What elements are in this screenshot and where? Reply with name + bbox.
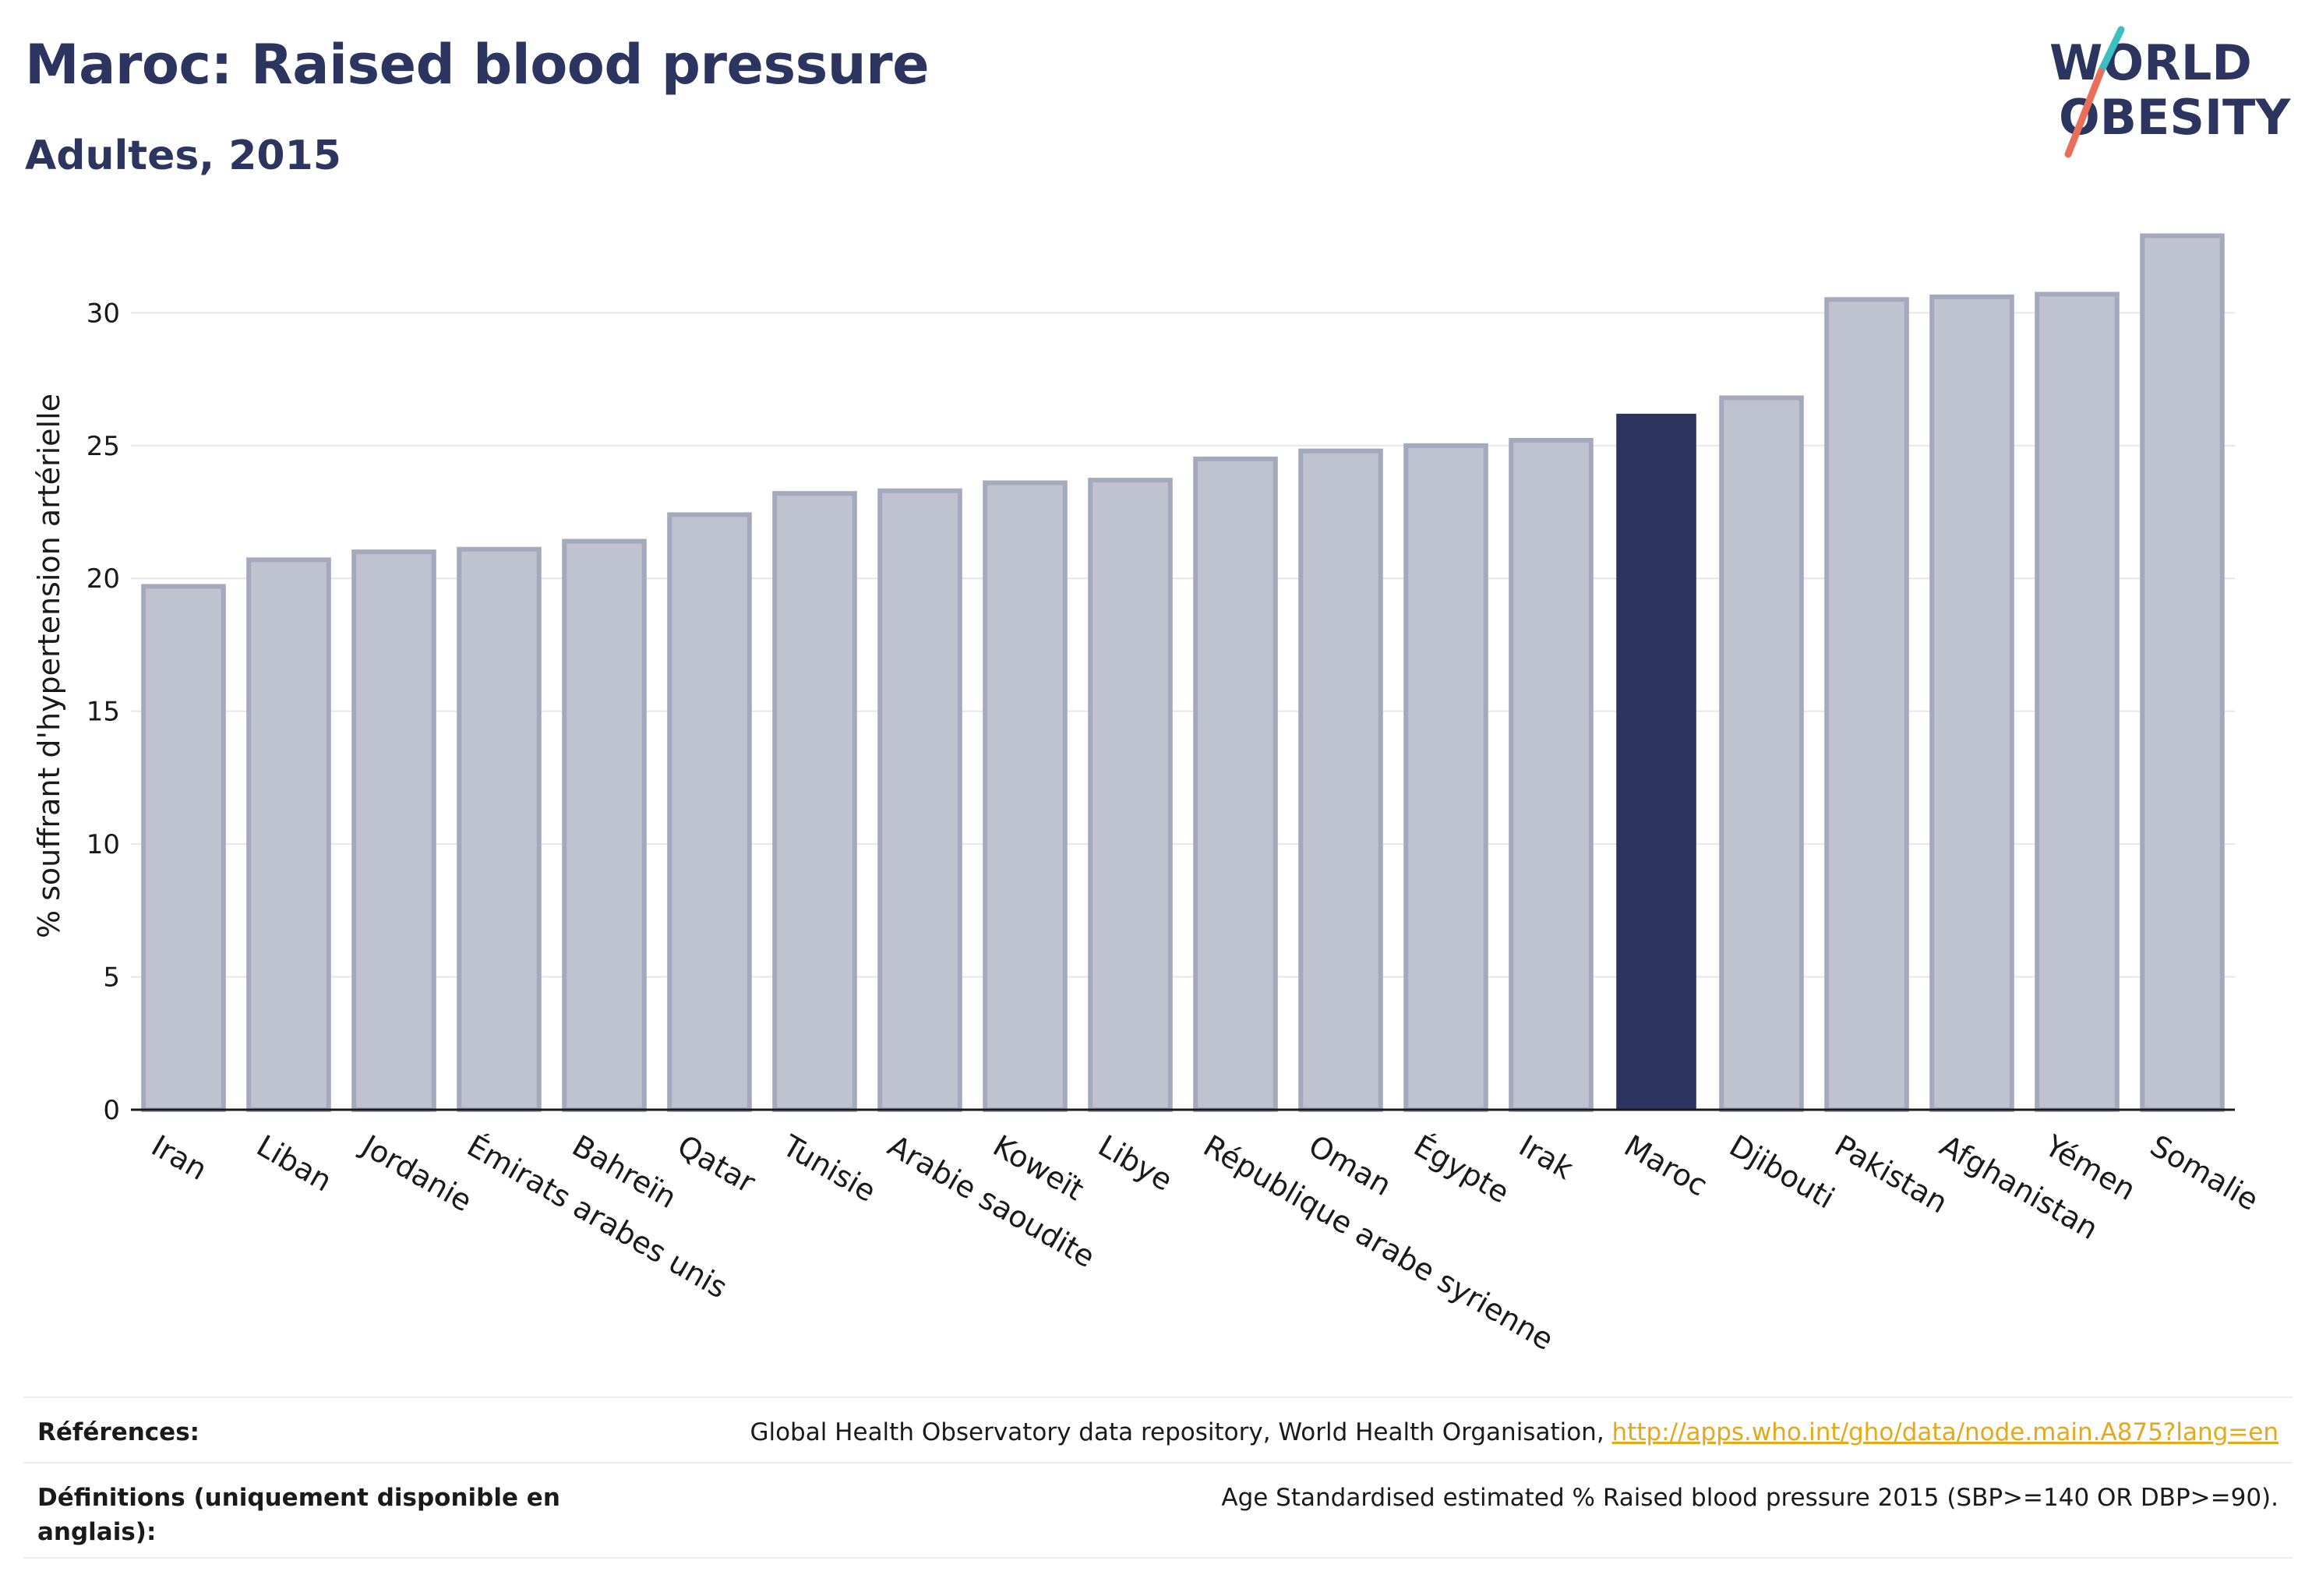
category-label: Pakistan xyxy=(1829,1128,1954,1220)
bar xyxy=(141,584,226,1112)
logo-line2: OBESITY xyxy=(2059,89,2291,146)
bar xyxy=(877,488,962,1112)
world-obesity-logo: WORLD OBESITY xyxy=(2049,26,2291,158)
category-label: Liban xyxy=(251,1128,337,1199)
logo-slash-teal xyxy=(2097,26,2125,76)
definitions-label: Définitions (uniquement disponible en an… xyxy=(37,1484,560,1546)
y-axis-title: % souffrant d'hypertension artérielle xyxy=(32,394,66,938)
bar xyxy=(1298,448,1383,1112)
category-label: Irak xyxy=(1513,1128,1579,1186)
y-tick-label: 15 xyxy=(86,697,120,728)
bar xyxy=(1616,413,1696,1110)
y-tick-label: 25 xyxy=(86,431,120,462)
category-label: Qatar xyxy=(672,1128,761,1200)
y-tick-labels: 0 5 10 15 20 25 30 xyxy=(86,298,120,1126)
bars xyxy=(141,233,2225,1112)
references-link[interactable]: http://apps.who.int/gho/data/node.main.A… xyxy=(1611,1418,2279,1446)
bar xyxy=(667,512,752,1112)
bar xyxy=(1403,443,1488,1112)
bar xyxy=(457,546,542,1112)
references-text: Global Health Observatory data repositor… xyxy=(750,1418,1604,1446)
footer-table: Références: Global Health Observatory da… xyxy=(23,1396,2293,1559)
bar xyxy=(1929,294,2014,1112)
category-label: Somalie xyxy=(2144,1128,2264,1217)
category-label: Maroc xyxy=(1618,1128,1714,1203)
chart-title: Maroc: Raised blood pressure xyxy=(25,33,930,97)
bar xyxy=(1088,478,1173,1112)
y-tick-label: 20 xyxy=(86,563,120,595)
bar xyxy=(351,549,436,1112)
y-tick-label: 30 xyxy=(86,298,120,329)
bar xyxy=(246,557,331,1112)
category-label: Tunisie xyxy=(776,1128,881,1209)
category-label: Égypte xyxy=(1408,1128,1515,1210)
category-label: Libye xyxy=(1092,1128,1178,1198)
y-tick-label: 5 xyxy=(103,962,120,994)
definitions-value: Age Standardised estimated % Raised bloo… xyxy=(1221,1484,2279,1512)
category-label: Jordanie xyxy=(355,1128,478,1219)
y-tick-label: 0 xyxy=(103,1095,120,1126)
definitions-row: Définitions (uniquement disponible en an… xyxy=(23,1462,2293,1559)
chart-subtitle: Adultes, 2015 xyxy=(25,132,341,179)
category-label: Iran xyxy=(146,1128,213,1187)
bar xyxy=(1509,437,1594,1112)
references-value: Global Health Observatory data repositor… xyxy=(750,1415,2279,1449)
y-tick-label: 10 xyxy=(86,829,120,860)
logo-slash-coral xyxy=(2064,68,2105,158)
bar xyxy=(1824,297,1909,1112)
references-label: Références: xyxy=(37,1418,200,1446)
bar xyxy=(2035,291,2120,1112)
bar xyxy=(1193,456,1278,1112)
category-label: Djibouti xyxy=(1724,1128,1841,1216)
bar xyxy=(983,480,1068,1112)
bar xyxy=(1719,395,1804,1112)
logo-line1: WORLD xyxy=(2049,34,2252,91)
bar xyxy=(562,538,647,1112)
gridlines xyxy=(131,312,2235,978)
bar xyxy=(2140,233,2225,1112)
bar xyxy=(772,491,857,1112)
references-row: Références: Global Health Observatory da… xyxy=(23,1396,2293,1462)
